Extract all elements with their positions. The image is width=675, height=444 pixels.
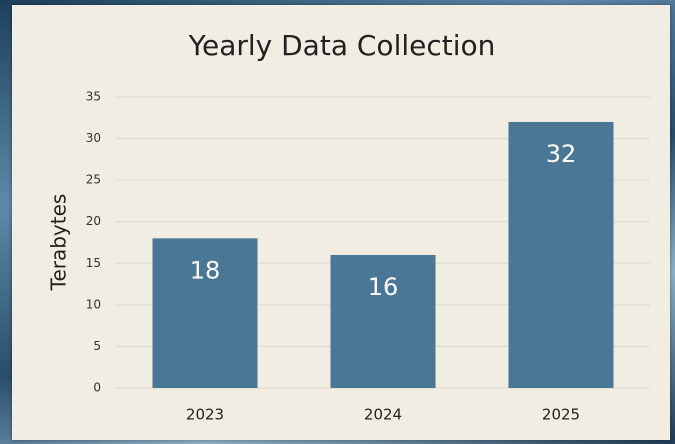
bar — [330, 254, 436, 388]
data-label: 32 — [546, 140, 577, 168]
y-tick-label: 10 — [86, 297, 101, 311]
x-tick-label: 2023 — [186, 406, 224, 424]
y-tick-label: 25 — [86, 173, 101, 187]
data-label: 18 — [190, 256, 221, 284]
y-tick-label: 30 — [86, 131, 101, 145]
chart-title: Yearly Data Collection — [188, 29, 496, 62]
x-tick-label: 2024 — [364, 406, 402, 424]
data-label: 16 — [368, 273, 399, 301]
y-tick-label: 35 — [86, 90, 101, 104]
x-tick-label: 2025 — [542, 406, 580, 424]
bar — [152, 238, 258, 388]
y-tick-label: 0 — [93, 381, 101, 395]
y-tick-label: 20 — [86, 214, 101, 228]
y-axis-label: Terabytes — [47, 194, 71, 292]
y-tick-label: 15 — [86, 256, 101, 270]
bar — [508, 121, 614, 388]
y-tick-label: 5 — [93, 339, 101, 353]
